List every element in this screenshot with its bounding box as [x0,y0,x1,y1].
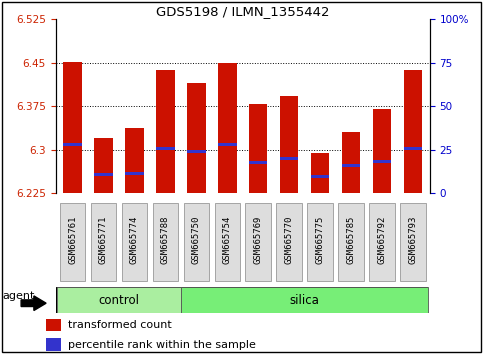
Bar [46,338,61,351]
Bar [404,147,422,150]
FancyBboxPatch shape [153,203,178,281]
Bar [280,96,298,193]
Bar [249,161,268,164]
Bar [218,63,237,193]
FancyBboxPatch shape [57,287,181,313]
Text: GSM665754: GSM665754 [223,216,232,264]
FancyBboxPatch shape [369,203,395,281]
Bar [63,143,82,147]
Text: transformed count: transformed count [68,320,171,330]
FancyBboxPatch shape [400,203,426,281]
Text: silica: silica [290,293,320,307]
Bar [125,172,144,175]
FancyBboxPatch shape [122,203,147,281]
Bar [280,157,298,160]
Bar [94,173,113,176]
Text: GSM665769: GSM665769 [254,216,263,264]
Bar [125,127,144,193]
FancyBboxPatch shape [214,203,240,281]
Bar [46,319,61,331]
Text: GSM665774: GSM665774 [130,216,139,264]
Title: GDS5198 / ILMN_1355442: GDS5198 / ILMN_1355442 [156,5,329,18]
FancyBboxPatch shape [91,203,116,281]
Text: control: control [99,293,140,307]
FancyBboxPatch shape [60,203,85,281]
Bar [156,147,175,150]
Text: GSM665750: GSM665750 [192,216,201,264]
Text: GSM665775: GSM665775 [315,216,325,264]
Bar [404,70,422,193]
Bar [187,83,206,193]
Bar [341,164,360,167]
Bar [94,138,113,193]
FancyBboxPatch shape [338,203,364,281]
FancyBboxPatch shape [307,203,333,281]
Text: GSM665770: GSM665770 [284,216,294,264]
Bar [63,62,82,193]
Bar [373,160,391,162]
Bar [311,175,329,178]
Text: GSM665793: GSM665793 [408,216,417,264]
Text: GSM665788: GSM665788 [161,216,170,264]
Text: GSM665771: GSM665771 [99,216,108,264]
Text: GSM665792: GSM665792 [377,216,386,264]
Bar [187,150,206,153]
FancyBboxPatch shape [276,203,302,281]
Bar [311,153,329,193]
Text: GSM665785: GSM665785 [346,216,355,264]
Text: percentile rank within the sample: percentile rank within the sample [68,339,256,350]
Bar [218,143,237,147]
Text: GSM665761: GSM665761 [68,216,77,264]
Bar [373,109,391,193]
Bar [249,104,268,193]
Bar [156,70,175,193]
FancyBboxPatch shape [181,287,428,313]
FancyArrow shape [21,296,46,310]
Text: agent: agent [3,291,35,301]
Bar [341,132,360,193]
FancyBboxPatch shape [184,203,209,281]
FancyBboxPatch shape [245,203,271,281]
